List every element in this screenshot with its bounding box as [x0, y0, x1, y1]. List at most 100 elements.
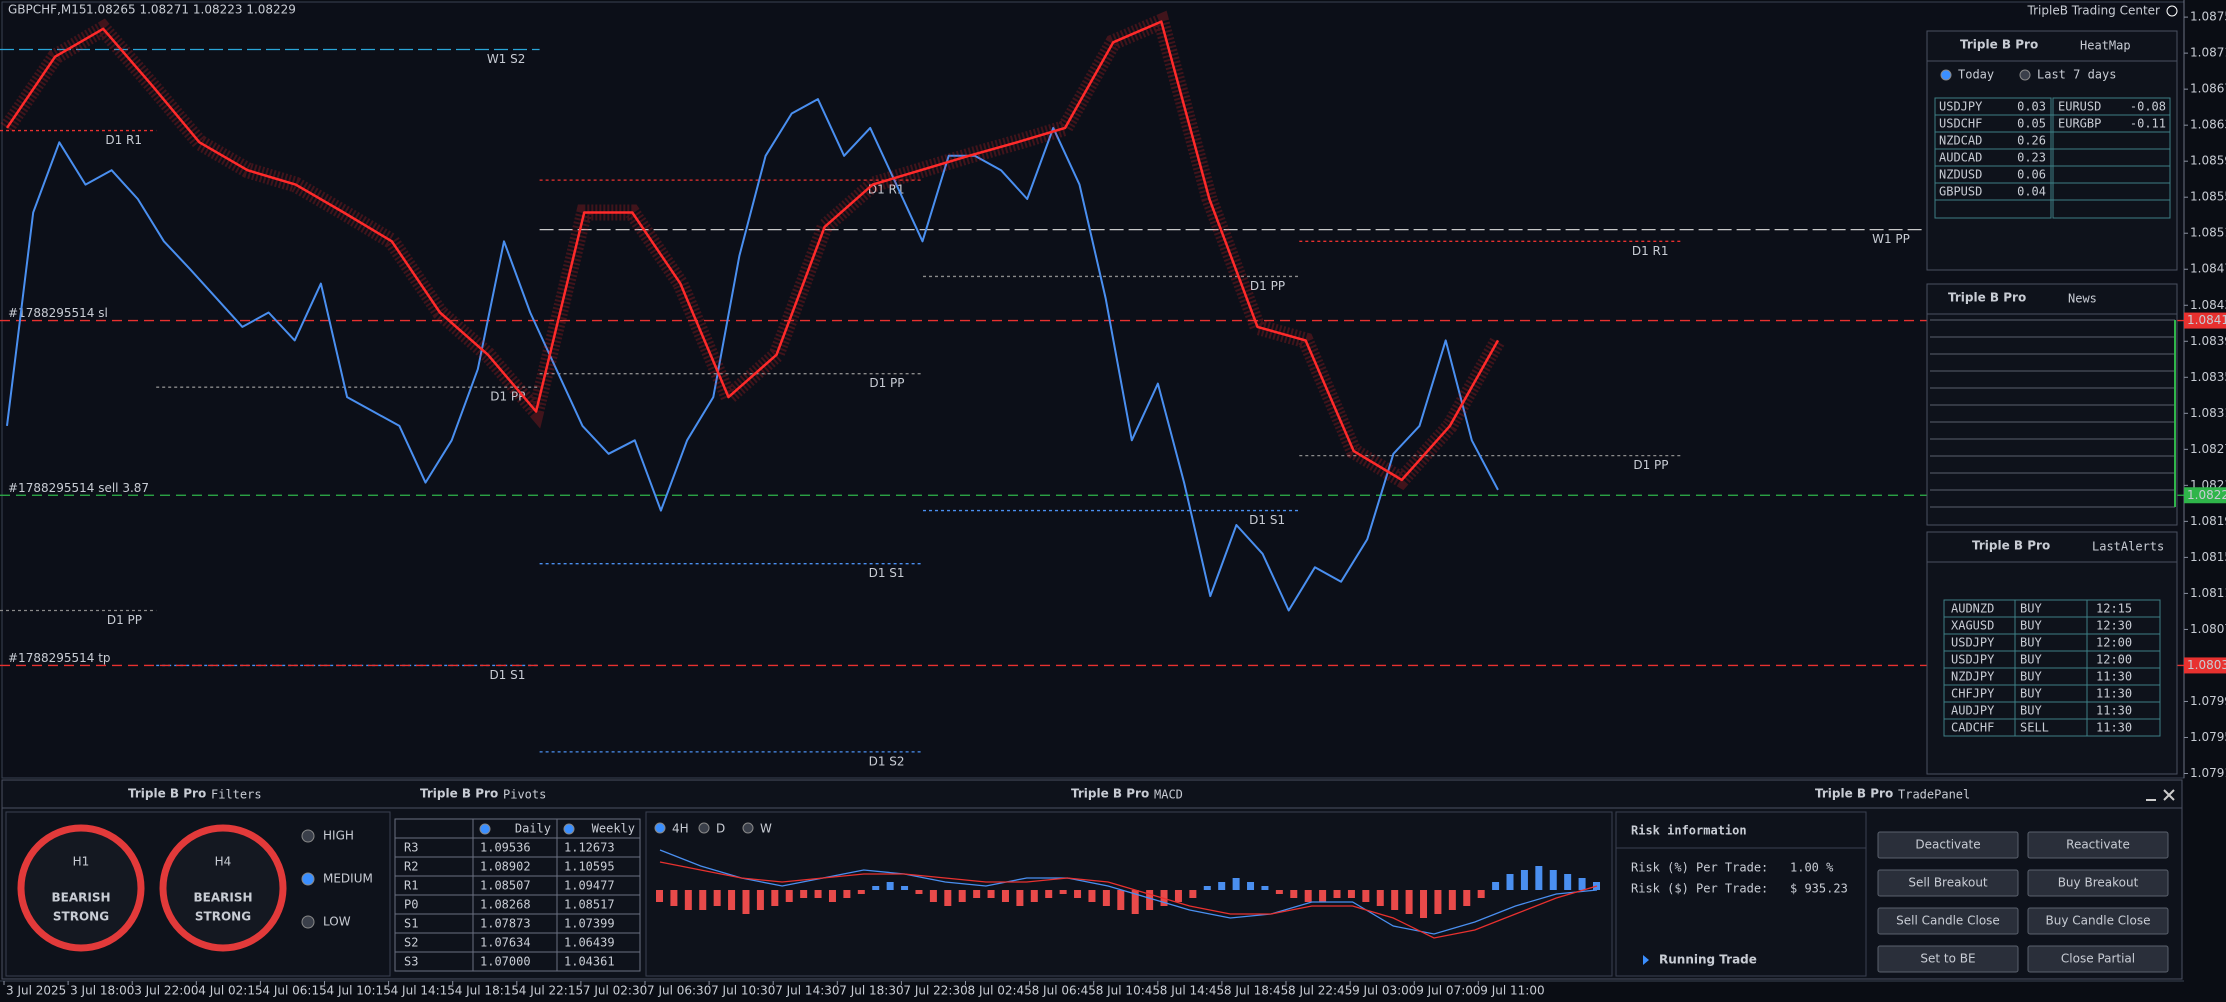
macd-bar — [973, 890, 981, 898]
pivot-weekly: 1.07399 — [564, 917, 615, 931]
pivot-column: Weekly — [592, 822, 635, 836]
macd-bar — [771, 890, 779, 906]
macd-bar — [1203, 886, 1211, 890]
radio[interactable] — [654, 822, 666, 834]
radio-label[interactable]: Today — [1958, 68, 1994, 82]
macd-bar — [785, 890, 793, 902]
macd-bar — [684, 890, 692, 910]
radio[interactable] — [1940, 69, 1952, 81]
button[interactable] — [1877, 907, 2019, 935]
macd-bar — [1275, 890, 1283, 894]
macd-bar — [1347, 890, 1355, 898]
macd-bar — [1362, 890, 1370, 902]
price-line — [6, 98, 1499, 612]
x-tick-label: 4 Jul 06:15 — [262, 984, 326, 998]
macd-bar — [1535, 866, 1543, 890]
button[interactable] — [2027, 945, 2169, 973]
pivot-label: W1 S2 — [487, 52, 526, 66]
macd-bar — [1045, 890, 1053, 898]
heatmap-pair: NZDCAD — [1939, 134, 1982, 148]
button[interactable] — [2027, 831, 2169, 859]
gauge-ring — [17, 824, 145, 952]
macd-bar — [1059, 890, 1067, 894]
macd-bar — [1506, 874, 1514, 890]
macd-bar — [1232, 878, 1240, 890]
button[interactable] — [2027, 907, 2169, 935]
quote: 1.08265 1.08271 1.08223 1.08229 — [86, 3, 296, 17]
alert-time: 12:00 — [2096, 653, 2132, 667]
y-tick-label: 1.08155 — [2190, 550, 2226, 564]
button-label[interactable]: Set to BE — [1920, 952, 1975, 966]
button-label[interactable]: Buy Breakout — [2058, 876, 2139, 890]
brand-icon — [2166, 5, 2178, 17]
button-label[interactable]: Sell Breakout — [1908, 876, 1988, 890]
pivot-label: D1 PP — [490, 390, 525, 404]
radio-label[interactable]: MEDIUM — [323, 872, 373, 886]
pivot-label: D1 PP — [1250, 279, 1285, 293]
heatmap-value: 0.04 — [2017, 185, 2046, 199]
expand-arrow[interactable] — [1643, 955, 1649, 965]
gauge-signal: BEARISH — [51, 891, 110, 905]
x-tick-label: 3 Jul 22:00 — [134, 984, 198, 998]
macd-bar — [1146, 890, 1154, 910]
alert-time: 12:30 — [2096, 619, 2132, 633]
macd-bar — [1420, 890, 1428, 918]
macd-bar — [1247, 882, 1255, 890]
radio-label[interactable]: Last 7 days — [2037, 68, 2116, 82]
close-button[interactable] — [2163, 789, 2175, 801]
gauge-signal: STRONG — [195, 910, 251, 924]
x-tick-label: 9 Jul 03:00 — [1352, 984, 1416, 998]
button[interactable] — [1877, 869, 2019, 897]
radio[interactable] — [479, 823, 491, 835]
button-label[interactable]: Deactivate — [1915, 838, 1980, 852]
macd-bar — [857, 890, 865, 894]
radio[interactable] — [2019, 69, 2031, 81]
x-tick-label: 4 Jul 02:15 — [198, 984, 262, 998]
running-trade[interactable]: Running Trade — [1659, 953, 1757, 967]
price-flag-label: 1.08224 — [2187, 488, 2226, 502]
radio[interactable] — [301, 915, 315, 929]
y-tick-label: 1.07955 — [2190, 730, 2226, 744]
radio[interactable] — [698, 822, 710, 834]
heatmap-value: -0.11 — [2130, 117, 2166, 131]
pivot-daily: 1.08902 — [480, 860, 531, 874]
x-tick-label: 3 Jul 2025 — [6, 984, 66, 998]
heatmap-table — [1934, 97, 2052, 219]
radio-label[interactable]: 4H — [672, 822, 689, 836]
alert-pair: CADCHF — [1951, 721, 1994, 735]
macd-bar — [814, 890, 822, 898]
button-label[interactable]: Reactivate — [2066, 838, 2130, 852]
button[interactable] — [1877, 945, 2019, 973]
macd-bar — [944, 890, 952, 906]
radio-label[interactable]: W — [760, 822, 772, 836]
radio[interactable] — [742, 822, 754, 834]
radio[interactable] — [301, 829, 315, 843]
button-label[interactable]: Sell Candle Close — [1896, 914, 2000, 928]
x-tick-label: 8 Jul 18:45 — [1224, 984, 1288, 998]
risk-box — [1615, 811, 1867, 977]
radio-label[interactable]: HIGH — [323, 829, 354, 843]
radio-label[interactable]: D — [716, 822, 725, 836]
x-tick-label: 3 Jul 18:00 — [70, 984, 134, 998]
pivot-label: D1 S1 — [869, 566, 905, 580]
radio[interactable] — [563, 823, 575, 835]
radio[interactable] — [301, 872, 315, 886]
pivot-label: W1 PP — [1872, 232, 1910, 246]
macd-bar — [1376, 890, 1384, 906]
heatmap-value: -0.08 — [2130, 100, 2166, 114]
panel-title: Filters — [211, 788, 262, 802]
button-label[interactable]: Close Partial — [2061, 952, 2135, 966]
macd-bar — [1492, 882, 1500, 890]
alert-pair: USDJPY — [1951, 636, 1995, 650]
button-label[interactable]: Buy Candle Close — [2046, 914, 2151, 928]
price-flag — [2184, 487, 2226, 504]
macd-bar — [656, 890, 663, 902]
button[interactable] — [2027, 869, 2169, 897]
macd-bar — [872, 886, 880, 890]
x-tick-label: 7 Jul 14:30 — [775, 984, 839, 998]
macd-bar — [1448, 890, 1456, 910]
radio-label[interactable]: LOW — [323, 915, 351, 929]
heatmap-pair: USDCHF — [1939, 117, 1982, 131]
macd-bar — [1333, 890, 1341, 898]
button[interactable] — [1877, 831, 2019, 859]
